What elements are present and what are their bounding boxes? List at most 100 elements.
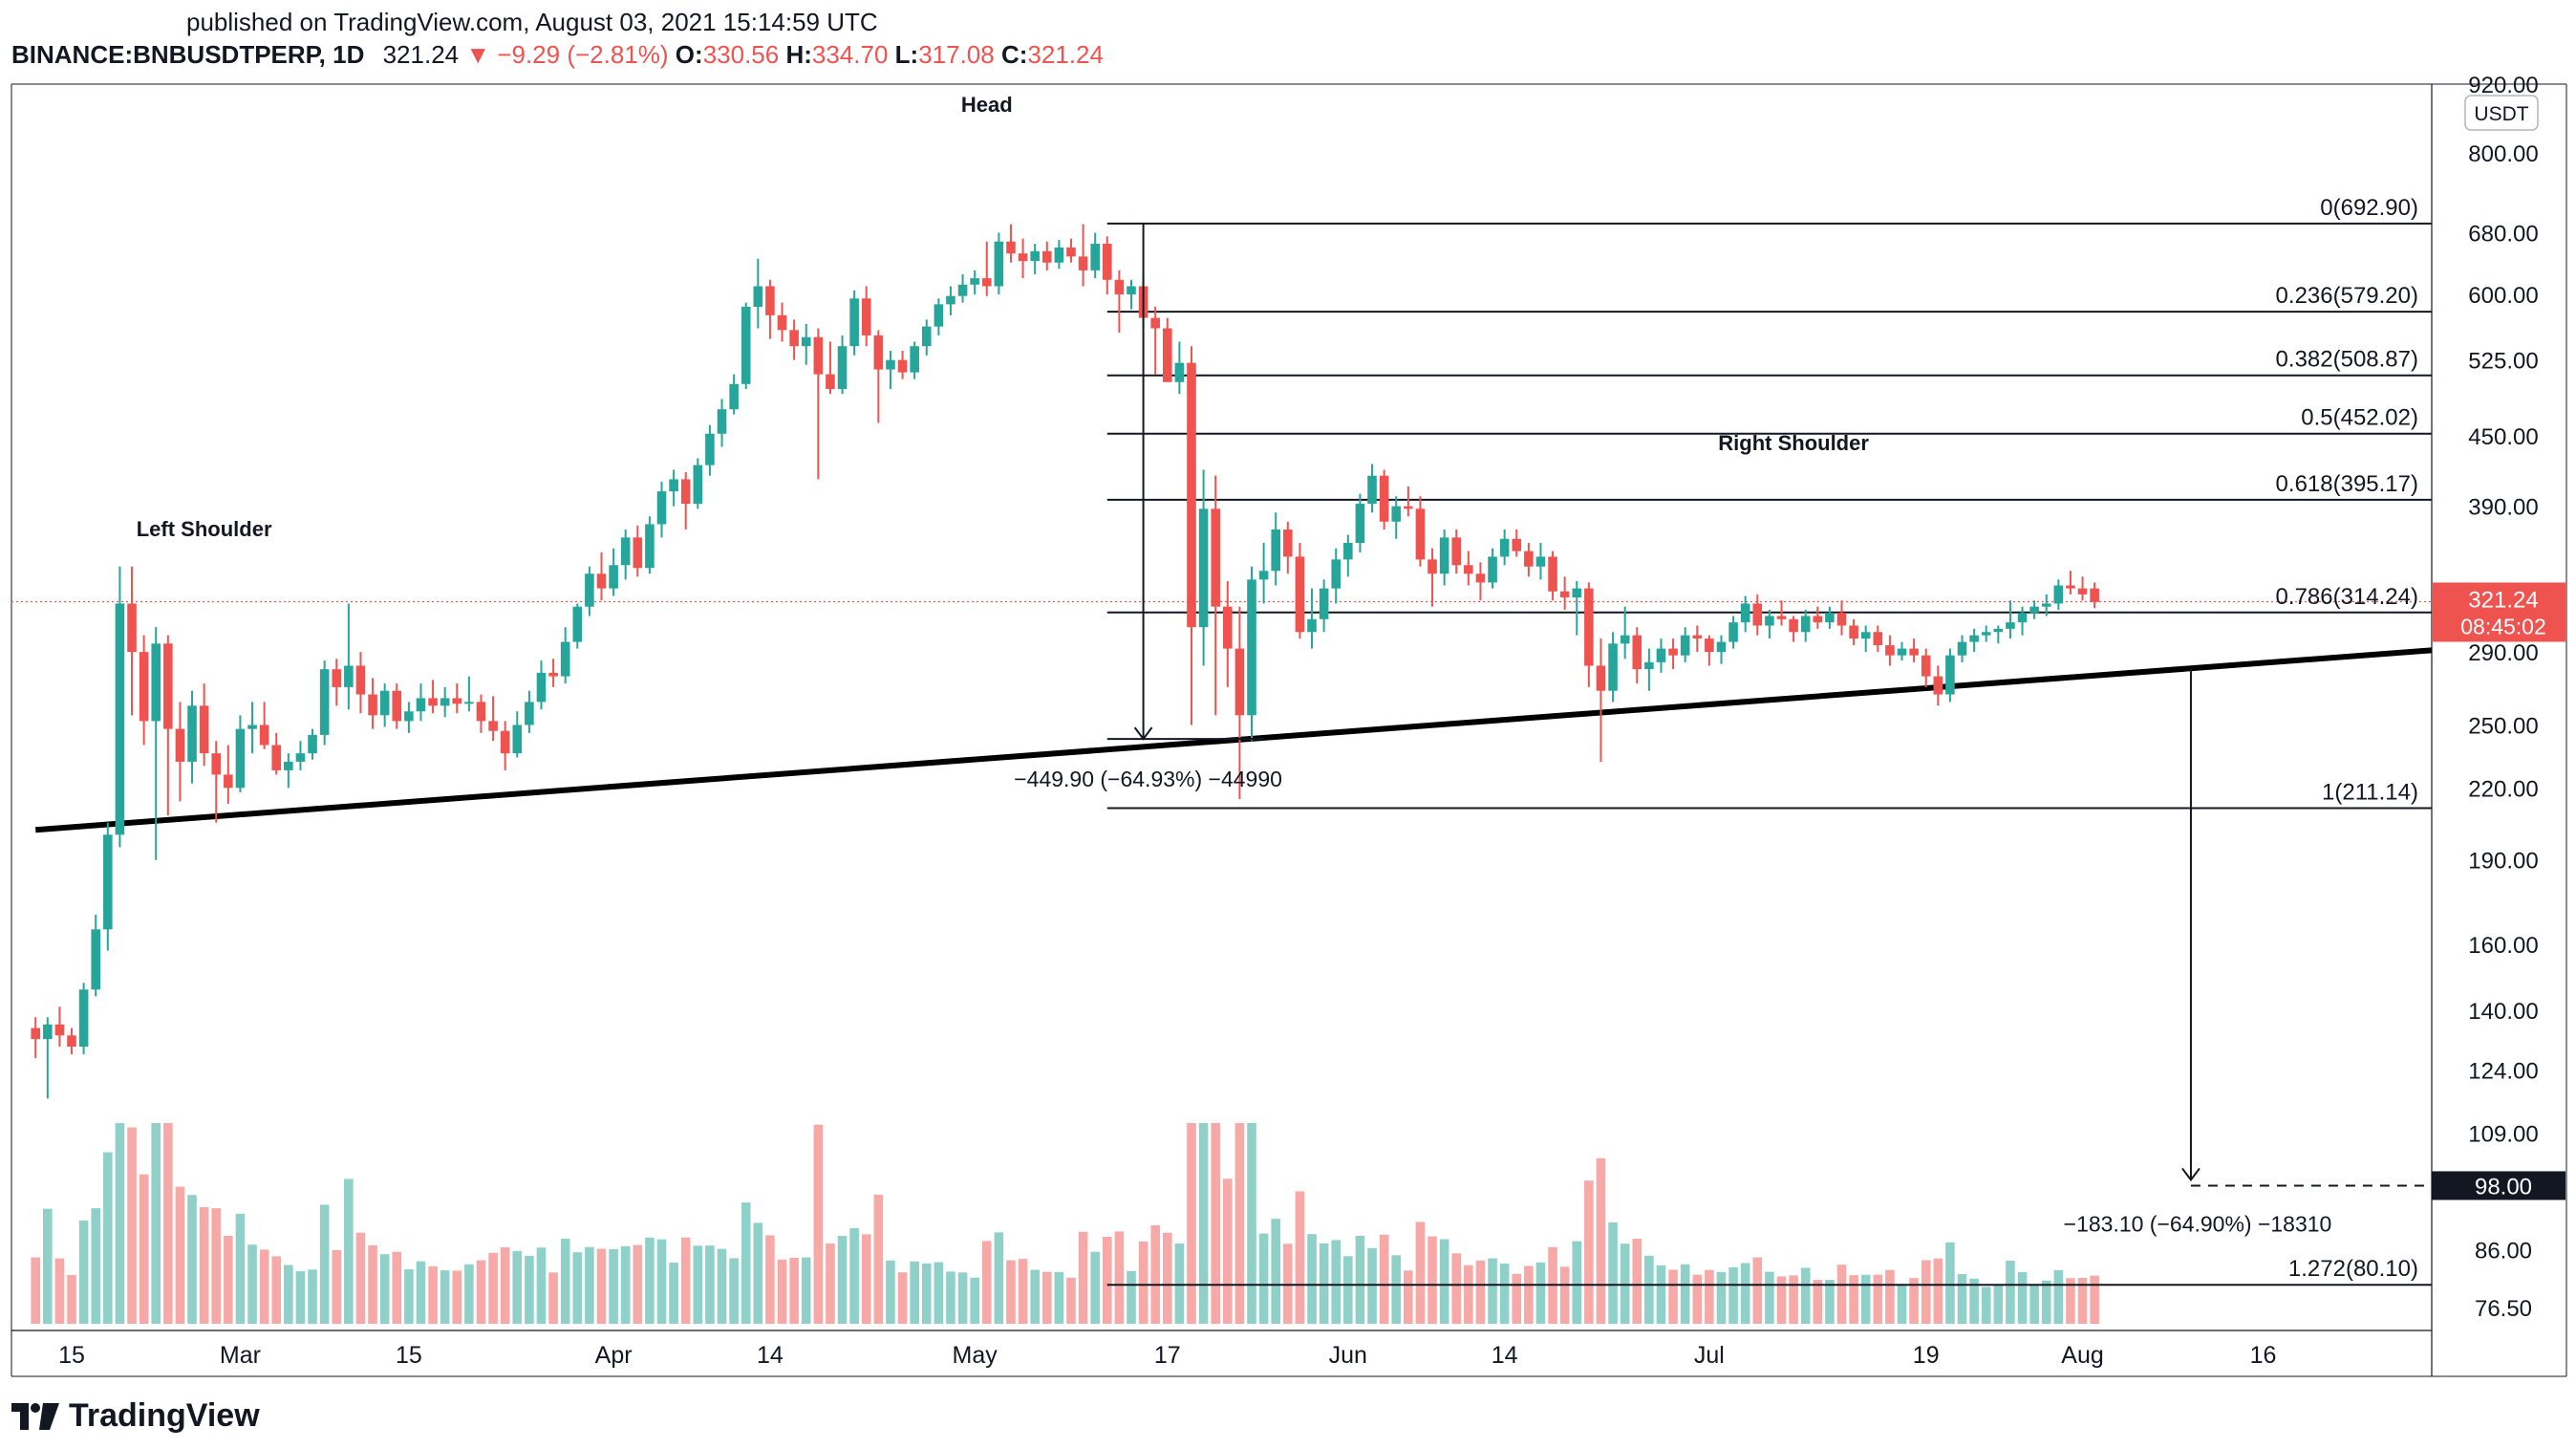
candle-body [1752,603,1763,626]
volume-bar [1054,1271,1064,1324]
volume-bar [235,1213,246,1324]
candle-body [319,669,330,735]
volume-bar [837,1236,848,1324]
symbol-name[interactable]: BINANCE:BNBUSDTPERP, 1D [11,40,365,69]
candle-body [1247,579,1256,716]
volume-bar [2017,1271,2028,1324]
candle-body [1331,559,1342,589]
volume-bar [1283,1244,1293,1324]
volume-bar [355,1232,366,1324]
candle-body [680,479,691,505]
candle-body [1668,648,1678,656]
volume-bar [1716,1271,1727,1324]
y-tick-label: 390.00 [2468,495,2538,521]
x-tick-label: 14 [757,1342,784,1369]
candle-body [416,698,426,712]
candle-body [392,690,402,722]
candle-body [1355,504,1365,544]
candle-body [1187,362,1196,628]
volume-bar [994,1232,1004,1324]
candle-body [2053,585,2064,604]
volume-bar [1499,1264,1510,1324]
candle-body [54,1024,65,1036]
candle-body [921,326,932,347]
volume-bar [680,1237,691,1324]
candle-body [1921,655,1931,677]
pattern-annotation: Left Shoulder [137,517,272,541]
candle-body [1596,665,1606,691]
candle-body [1283,529,1293,557]
candle-body [2066,585,2075,589]
volume-bar [1608,1222,1618,1324]
candle-body [645,524,655,569]
candle-body [753,286,763,307]
candle-body [1692,635,1703,639]
volume-bar [1559,1266,1570,1324]
candle-body [813,336,824,375]
volume-bar [187,1195,197,1324]
volume-bar [1355,1236,1365,1324]
candle-body [1102,244,1112,280]
candle-body [1041,250,1052,263]
volume-bar [921,1263,932,1324]
volume-bar [1825,1280,1835,1324]
volume-bar [416,1261,426,1324]
candle-body [488,721,498,731]
candle-body [1127,286,1136,294]
current-price-tag [2432,582,2565,642]
volume-bar [1391,1255,1402,1324]
volume-bar [428,1265,438,1324]
volume-bar [54,1258,65,1324]
volume-bar [1187,1123,1196,1324]
volume-bar [897,1272,908,1324]
volume-bar [452,1270,462,1324]
current-price-text: 321.24 [2468,587,2538,613]
candle-body [729,383,739,410]
candle-body [428,698,438,706]
close-value: 321.24 [1027,40,1104,69]
volume-bar [308,1269,317,1324]
candle-body [1680,635,1690,656]
volume-bar [1307,1234,1317,1324]
candle-body [1584,588,1594,666]
volume-bar [1078,1231,1088,1324]
price-chart[interactable]: 920.00 800.00 680.00 600.00 525.00 450.00 390.… [0,0,2576,1395]
candle-body [163,643,173,729]
volume-bar [1535,1262,1546,1324]
y-tick-label: 290.00 [2468,640,2538,666]
candle-body [379,690,390,716]
candle-body [1885,645,1895,656]
candle-body [705,433,715,465]
y-tick-label: 800.00 [2468,141,2538,167]
volume-bar [392,1251,402,1324]
candle-body [271,745,282,770]
candle-body [1860,632,1871,639]
candle-body [67,1035,76,1048]
candle-body [548,672,558,677]
candle-body [1415,508,1426,560]
fib-level-label: 0.382(508.87) [2276,347,2418,373]
candle-body [1211,508,1220,607]
x-tick-label: 15 [396,1342,422,1369]
y-tick-label: 190.00 [2468,849,2538,875]
candle-body [1993,628,2004,633]
volume-bar [1728,1266,1738,1324]
candle-body [656,491,667,525]
candle-body [1464,565,1473,574]
candle-body [1066,247,1076,257]
volume-bar [1102,1236,1112,1324]
volume-bar [1114,1231,1125,1324]
candle-body [1909,648,1919,656]
volume-bar [2077,1277,2088,1324]
volume-bar [1596,1157,1606,1324]
candle-body [308,734,317,754]
volume-bar [970,1277,979,1324]
candle-body [464,702,474,704]
candle-body [970,278,979,285]
y-tick-label: 160.00 [2468,933,2538,959]
volume-bar [1464,1265,1473,1324]
volume-bar [633,1244,643,1324]
volume-bar [1006,1260,1016,1324]
volume-bar [404,1268,414,1324]
candle-body [572,606,583,642]
